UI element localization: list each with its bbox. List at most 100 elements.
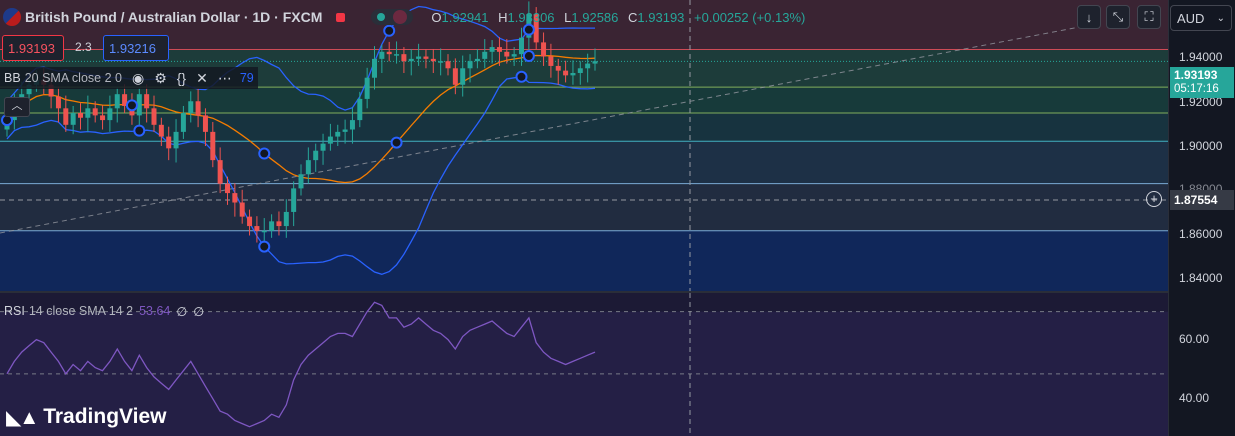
candle-body: [225, 183, 230, 194]
price-axis-label: 1.86000: [1179, 227, 1223, 241]
bb-params: 20 SMA close 2 0: [24, 71, 122, 85]
candle-body: [445, 61, 451, 69]
current-price-tag: 1.93193 05:17:16: [1170, 67, 1234, 98]
ohlc-high: 1.93306: [507, 9, 555, 25]
currency-selector[interactable]: AUD ⌄: [1170, 5, 1232, 31]
candle-body: [511, 54, 517, 57]
rsi-params: 14 close SMA 14 2: [28, 304, 134, 318]
candle-body: [85, 108, 91, 118]
candle-body: [136, 94, 142, 116]
candle-body: [276, 221, 282, 227]
buy-button[interactable]: 1.93216: [103, 35, 169, 61]
bb-touch-marker: [522, 50, 535, 63]
candle-body: [173, 131, 179, 149]
price-axis[interactable]: 1.94000 1.92000 1.90000 1.88000 1.86000 …: [1168, 0, 1235, 436]
candle-body: [122, 94, 128, 106]
symbol-header: British Pound / Australian Dollar · 1D ·…: [0, 5, 811, 29]
candle-body: [55, 96, 61, 109]
bb-touch-marker: [383, 24, 396, 37]
candle-body: [298, 174, 304, 189]
candle-body: [92, 108, 98, 116]
candle-body: [541, 42, 547, 57]
ohlc-readout: O1.92941 H1.93306 L1.92586 C1.93193 +0.0…: [431, 10, 811, 25]
candle-body: [394, 54, 400, 56]
candle-body: [460, 68, 466, 85]
candle-body: [489, 47, 495, 52]
bb-legend[interactable]: BB 20 SMA close 2 0 ◉ ⚙ {} ✕ ⋯ 79: [0, 67, 258, 89]
candle-body: [151, 108, 157, 125]
candle-body: [180, 113, 186, 132]
candle-body: [232, 193, 238, 203]
crosshair-plus-icon[interactable]: +: [1146, 191, 1162, 207]
settings-icon[interactable]: ⚙: [154, 69, 167, 86]
collapse-legend-button[interactable]: ︿: [4, 97, 30, 117]
main-chart-pane[interactable]: [0, 0, 1168, 292]
candle-body: [401, 54, 407, 62]
market-status-icon: [336, 12, 346, 22]
ohlc-close-label: C: [628, 9, 638, 25]
candle-body: [349, 120, 355, 130]
candle-body: [313, 150, 319, 161]
eye-icon[interactable]: ◉: [131, 69, 145, 86]
price-chart-svg[interactable]: [0, 0, 1168, 292]
rsi-value-2: ∅: [176, 304, 188, 319]
ohlc-open: 1.92941: [441, 9, 489, 25]
candle-body: [320, 143, 326, 151]
rsi-value-3: ∅: [193, 304, 205, 319]
candle-body: [247, 216, 253, 227]
bb-touch-marker: [522, 23, 535, 36]
rsi-pane[interactable]: [0, 293, 1168, 436]
screenshot-button[interactable]: ⛶: [1137, 5, 1161, 29]
candle-body: [70, 113, 76, 125]
bb-touch-marker: [258, 240, 271, 253]
price-axis-label: 1.94000: [1179, 50, 1223, 64]
price-axis-label: 1.92000: [1179, 95, 1223, 109]
price-zone-band: [0, 87, 1168, 114]
trend-line: [0, 24, 1091, 234]
ohlc-low-label: L: [564, 9, 572, 25]
currency-flags-icon: [3, 8, 21, 26]
tradingview-logo[interactable]: ◣▲ TradingView: [6, 404, 167, 430]
candle-body: [158, 124, 164, 137]
candle-body: [482, 51, 488, 59]
candle-body: [408, 58, 414, 62]
symbol-title[interactable]: British Pound / Australian Dollar · 1D ·…: [25, 9, 323, 25]
rsi-axis-label: 40.00: [1179, 391, 1210, 405]
chevron-up-icon: ︿: [11, 100, 23, 112]
trade-toggle[interactable]: [371, 9, 414, 25]
ohlc-high-label: H: [498, 9, 508, 25]
candle-body: [386, 51, 392, 55]
more-icon[interactable]: ⋯: [217, 69, 232, 86]
rsi-line: [6, 301, 596, 428]
candle-body: [548, 56, 554, 66]
bb-touch-marker: [390, 136, 403, 149]
ohlc-close: 1.93193: [637, 9, 685, 25]
source-code-icon[interactable]: {}: [176, 70, 187, 86]
candle-body: [114, 94, 120, 109]
sell-button[interactable]: 1.93193: [2, 35, 64, 61]
candle-body: [166, 136, 172, 149]
candle-body: [577, 68, 583, 73]
rsi-name: RSI: [4, 304, 25, 318]
rsi-legend[interactable]: RSI 14 close SMA 14 2 53.64 ∅ ∅: [0, 302, 208, 320]
arrow-down-icon: ↓: [1085, 9, 1093, 25]
candle-body: [570, 73, 576, 76]
ohlc-open-label: O: [431, 9, 442, 25]
collapse-button[interactable]: ⤡: [1106, 5, 1130, 29]
candle-body: [438, 61, 444, 63]
price-zone-band: [0, 183, 1168, 231]
price-zone-band: [0, 141, 1168, 184]
candle-body: [357, 98, 363, 121]
scroll-to-latest-button[interactable]: ↓: [1077, 5, 1101, 29]
price-zone-band: [0, 0, 1168, 50]
candle-body: [555, 65, 561, 71]
pane-separator[interactable]: [0, 291, 1235, 293]
candle-body: [372, 58, 377, 78]
candle-body: [210, 131, 216, 161]
candle-body: [261, 230, 267, 233]
currency-label: AUD: [1177, 10, 1205, 26]
candle-body: [254, 226, 260, 231]
rsi-chart-svg[interactable]: [0, 293, 1168, 436]
candle-body: [364, 77, 370, 99]
close-icon[interactable]: ✕: [196, 69, 208, 86]
